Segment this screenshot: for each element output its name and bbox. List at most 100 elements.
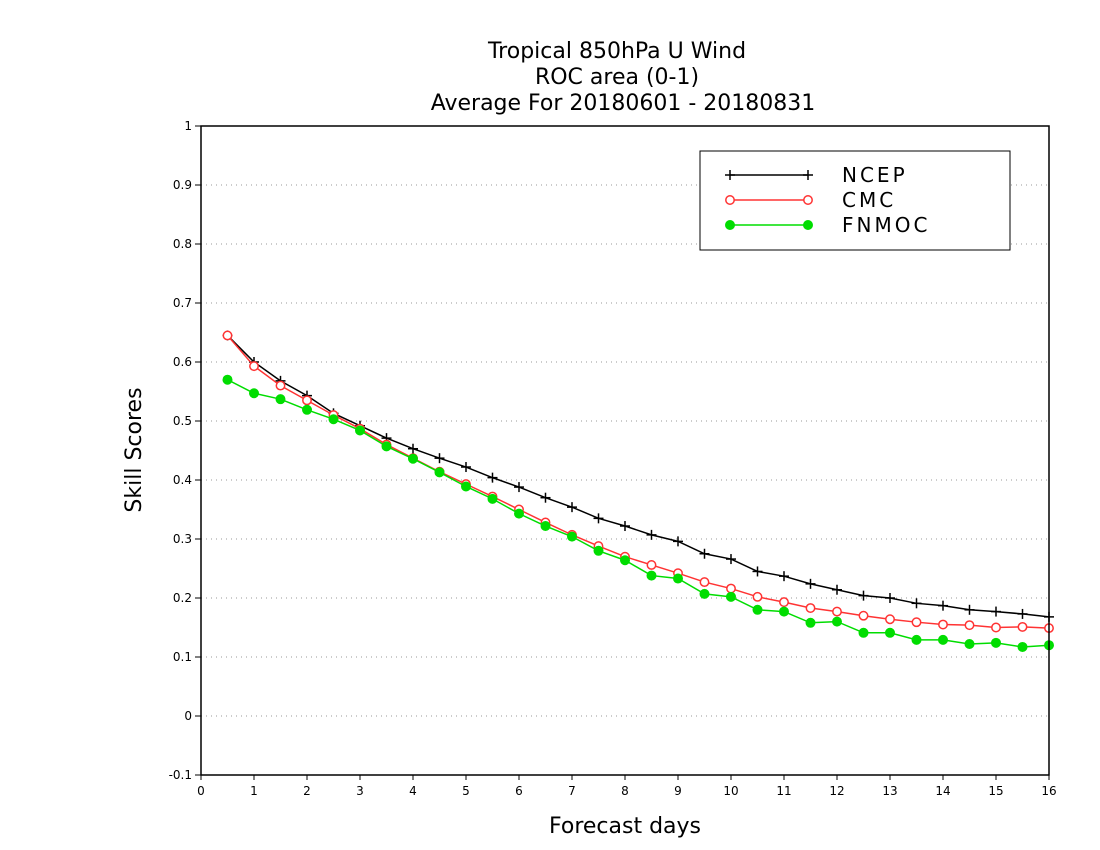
x-tick-label: 11 bbox=[776, 784, 791, 798]
series-layer bbox=[222, 330, 1054, 652]
data-point-ncep bbox=[699, 548, 710, 559]
x-axis-label: Forecast days bbox=[549, 814, 701, 839]
data-point-ncep bbox=[938, 600, 948, 611]
legend-label-fnmoc: FNMOC bbox=[842, 213, 930, 237]
data-point-cmc bbox=[805, 603, 816, 613]
legend-marker bbox=[725, 170, 735, 180]
x-tick-label: 8 bbox=[621, 784, 629, 798]
data-point-cmc bbox=[991, 622, 1001, 633]
y-tick-label: 0.1 bbox=[173, 650, 192, 664]
data-point-fnmoc bbox=[381, 441, 392, 452]
data-point-fnmoc bbox=[673, 573, 683, 584]
y-tick-label: 0.3 bbox=[173, 532, 192, 546]
chart-title: Tropical 850hPa U Wind ROC area (0-1) Av… bbox=[431, 39, 816, 116]
data-point-fnmoc bbox=[434, 467, 445, 478]
legend-label-ncep: NCEP bbox=[842, 163, 908, 187]
chart-title-line-2: ROC area (0-1) bbox=[535, 65, 699, 90]
x-tick-label: 9 bbox=[674, 784, 682, 798]
data-point-ncep bbox=[487, 472, 498, 483]
legend-marker bbox=[803, 220, 813, 230]
data-point-cmc bbox=[302, 395, 312, 406]
data-point-fnmoc bbox=[355, 425, 365, 436]
x-tick-label: 1 bbox=[250, 784, 258, 798]
data-point-fnmoc bbox=[514, 508, 524, 519]
data-point-ncep bbox=[885, 593, 895, 603]
data-point-cmc bbox=[646, 560, 657, 570]
data-point-ncep bbox=[752, 566, 763, 577]
legend-entry-ncep: NCEP bbox=[725, 163, 908, 187]
y-tick-label: 0.2 bbox=[173, 591, 192, 605]
data-point-ncep bbox=[593, 513, 604, 524]
data-point-cmc bbox=[752, 591, 763, 602]
data-point-ncep bbox=[673, 536, 683, 547]
data-point-fnmoc bbox=[885, 627, 895, 638]
data-point-ncep bbox=[646, 529, 657, 540]
x-tick-label: 12 bbox=[829, 784, 844, 798]
y-tick-label: 0.9 bbox=[173, 178, 192, 192]
y-tick-label: 0.4 bbox=[173, 473, 192, 487]
y-tick-label: 0.8 bbox=[173, 237, 192, 251]
y-tick-label: 0.6 bbox=[173, 355, 192, 369]
data-point-fnmoc bbox=[222, 374, 233, 385]
data-point-fnmoc bbox=[699, 588, 710, 599]
data-point-ncep bbox=[1017, 608, 1028, 619]
data-point-fnmoc bbox=[540, 521, 551, 532]
data-point-fnmoc bbox=[964, 639, 975, 650]
x-tick-label: 16 bbox=[1041, 784, 1056, 798]
data-point-cmc bbox=[222, 330, 233, 341]
data-point-ncep bbox=[540, 492, 551, 503]
chart-title-line-1: Tropical 850hPa U Wind bbox=[487, 39, 746, 64]
legend-entry-cmc: CMC bbox=[725, 188, 896, 212]
data-point-fnmoc bbox=[249, 388, 259, 399]
data-point-cmc bbox=[699, 577, 710, 588]
y-tick-label: 0 bbox=[184, 709, 192, 723]
data-point-fnmoc bbox=[858, 627, 869, 638]
y-tick-label: -0.1 bbox=[169, 768, 192, 782]
data-point-fnmoc bbox=[620, 555, 630, 566]
x-axis-ticks: 0 1 2 3 4 5 6 7 8 9 10 11 12 13 14 15 16 bbox=[197, 775, 1057, 798]
data-point-ncep bbox=[434, 453, 445, 464]
data-point-ncep bbox=[461, 462, 471, 473]
data-point-fnmoc bbox=[832, 616, 842, 627]
data-point-fnmoc bbox=[938, 634, 948, 645]
y-axis-ticks: -0.1 0 0.1 0.2 0.3 0.4 0.5 0.6 0.7 0.8 0.9 1 bbox=[169, 119, 201, 782]
series-line-fnmoc bbox=[227, 379, 1050, 648]
x-tick-label: 3 bbox=[356, 784, 364, 798]
legend-marker bbox=[803, 170, 813, 180]
data-point-fnmoc bbox=[805, 617, 816, 628]
series-cmc bbox=[222, 330, 1054, 634]
legend-label-cmc: CMC bbox=[842, 188, 896, 212]
series-fnmoc bbox=[222, 374, 1054, 652]
data-point-fnmoc bbox=[1017, 641, 1028, 652]
data-point-fnmoc bbox=[752, 604, 763, 615]
x-tick-label: 6 bbox=[515, 784, 523, 798]
x-tick-label: 13 bbox=[882, 784, 897, 798]
x-tick-label: 4 bbox=[409, 784, 417, 798]
legend-marker bbox=[725, 195, 735, 205]
data-point-fnmoc bbox=[328, 414, 339, 425]
legend-entry-fnmoc: FNMOC bbox=[725, 213, 930, 237]
y-tick-label: 1 bbox=[184, 119, 192, 133]
data-point-fnmoc bbox=[461, 481, 471, 492]
data-point-cmc bbox=[779, 597, 789, 608]
legend-marker bbox=[803, 195, 813, 205]
data-point-ncep bbox=[832, 584, 842, 595]
data-point-ncep bbox=[911, 598, 922, 609]
data-point-fnmoc bbox=[275, 394, 286, 405]
x-tick-label: 0 bbox=[197, 784, 205, 798]
data-point-fnmoc bbox=[487, 493, 498, 504]
y-tick-label: 0.7 bbox=[173, 296, 192, 310]
x-tick-label: 10 bbox=[723, 784, 738, 798]
data-point-cmc bbox=[726, 583, 736, 594]
data-point-cmc bbox=[249, 361, 259, 372]
data-point-cmc bbox=[832, 606, 842, 617]
x-tick-label: 15 bbox=[988, 784, 1003, 798]
data-point-cmc bbox=[275, 380, 286, 391]
data-point-fnmoc bbox=[408, 453, 418, 464]
data-point-fnmoc bbox=[567, 531, 577, 542]
data-point-cmc bbox=[938, 619, 948, 630]
data-point-fnmoc bbox=[991, 637, 1001, 648]
data-point-ncep bbox=[514, 482, 524, 493]
series-line-cmc bbox=[226, 334, 1050, 629]
